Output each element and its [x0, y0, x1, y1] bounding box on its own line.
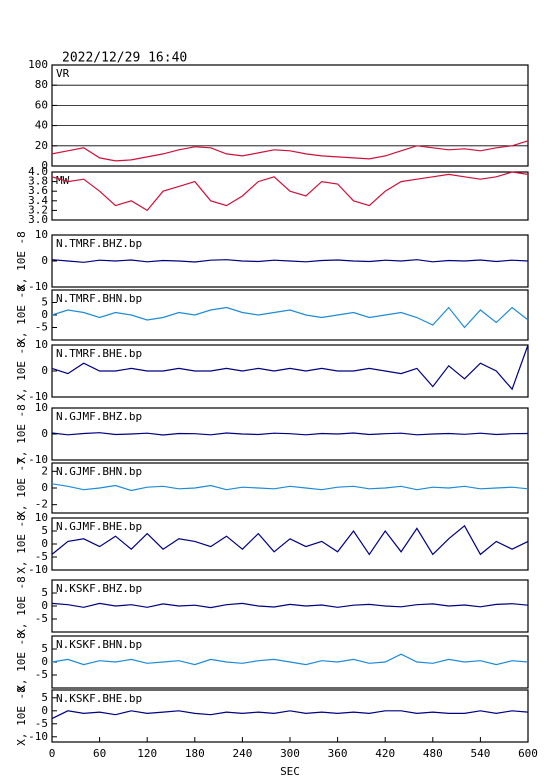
trace — [51, 344, 529, 391]
y-tick-label: 3.0 — [28, 213, 48, 226]
y-tick-label: 0 — [41, 481, 48, 494]
y-axis-label: X, 10E -8 — [15, 632, 28, 692]
y-tick-label: 5 — [41, 296, 48, 309]
chart-title: 2022/12/29 16:40 — [62, 51, 187, 66]
y-tick-label: -5 — [35, 612, 48, 625]
y-axis-label: X, 10E -7 — [15, 458, 28, 518]
y-tick-label: 10 — [35, 401, 48, 414]
y-axis-label: X, 10E -8 — [15, 285, 28, 345]
y-tick-label: 5 — [41, 691, 48, 704]
y-axis-label: X, 10E -8 — [15, 341, 28, 401]
y-tick-label: -5 — [35, 717, 48, 730]
y-tick-label: 0 — [41, 599, 48, 612]
x-tick-label: 0 — [49, 747, 56, 760]
series-label: N.GJMF.BHN.bp — [56, 465, 142, 478]
series-label: N.TMRF.BHZ.bp — [56, 237, 142, 250]
x-axis-label: SEC — [280, 765, 300, 778]
y-tick-label: -10 — [28, 280, 48, 293]
trace — [51, 432, 529, 436]
y-axis-label: X, 10E -8 — [15, 404, 28, 464]
series-label: N.KSKF.BHZ.bp — [56, 582, 142, 595]
series-label: VR — [56, 67, 70, 80]
y-tick-label: 3.6 — [28, 184, 48, 197]
y-tick-label: 0 — [41, 655, 48, 668]
y-tick-label: 4.0 — [28, 165, 48, 178]
y-tick-label: -10 — [28, 730, 48, 743]
y-tick-label: 10 — [35, 511, 48, 524]
trace — [51, 140, 529, 162]
y-tick-label: 3.8 — [28, 175, 48, 188]
series-label: N.TMRF.BHN.bp — [56, 292, 142, 305]
x-tick-label: 300 — [280, 747, 300, 760]
y-tick-label: -10 — [28, 390, 48, 403]
y-tick-label: 2 — [41, 464, 48, 477]
y-tick-label: 0 — [41, 364, 48, 377]
y-tick-label: 0 — [41, 427, 48, 440]
y-tick-label: 40 — [35, 119, 48, 132]
trace — [51, 259, 529, 263]
trace — [51, 710, 529, 720]
y-tick-label: 80 — [35, 78, 48, 91]
panel-frame — [51, 171, 529, 221]
y-tick-label: -2 — [35, 498, 48, 511]
x-tick-label: 120 — [137, 747, 157, 760]
trace — [51, 602, 529, 609]
x-tick-label: 60 — [93, 747, 106, 760]
x-tick-label: 420 — [375, 747, 395, 760]
x-tick-label: 480 — [423, 747, 443, 760]
y-tick-label: 20 — [35, 139, 48, 152]
series-label: N.TMRF.BHE.bp — [56, 347, 142, 360]
y-axis-label: X, 10E -8 — [15, 686, 28, 746]
y-tick-label: 5 — [41, 524, 48, 537]
y-tick-label: 0 — [41, 254, 48, 267]
y-tick-label: 0 — [41, 159, 48, 172]
y-tick-label: 0 — [41, 308, 48, 321]
y-tick-label: 0 — [41, 537, 48, 550]
y-tick-label: -5 — [35, 321, 48, 334]
y-tick-label: 5 — [41, 642, 48, 655]
y-tick-label: 5 — [41, 586, 48, 599]
y-axis-label: X, 10E -8 — [15, 576, 28, 636]
y-axis-label: X, 10E -8 — [15, 231, 28, 291]
y-tick-label: 0 — [41, 704, 48, 717]
y-tick-label: -10 — [28, 453, 48, 466]
trace — [51, 483, 529, 492]
y-tick-label: 100 — [28, 58, 48, 71]
series-label: N.GJMF.BHZ.bp — [56, 410, 142, 423]
series-label: N.KSKF.BHE.bp — [56, 692, 142, 705]
series-label: N.KSKF.BHN.bp — [56, 638, 142, 651]
x-tick-label: 540 — [470, 747, 490, 760]
x-tick-label: 240 — [232, 747, 252, 760]
x-tick-label: 360 — [328, 747, 348, 760]
y-axis-label: X, 10E -8 — [15, 514, 28, 574]
series-label: N.GJMF.BHE.bp — [56, 520, 142, 533]
y-tick-label: 3.4 — [28, 194, 48, 207]
trace — [51, 306, 529, 329]
y-tick-label: 10 — [35, 338, 48, 351]
y-tick-label: 60 — [35, 98, 48, 111]
y-tick-label: -5 — [35, 550, 48, 563]
trace — [51, 524, 529, 556]
trace — [51, 171, 529, 212]
y-tick-label: -10 — [28, 563, 48, 576]
y-tick-label: -5 — [35, 668, 48, 681]
trace — [51, 653, 529, 666]
x-tick-label: 180 — [185, 747, 205, 760]
y-tick-label: 10 — [35, 228, 48, 241]
x-tick-label: 600 — [518, 747, 538, 760]
y-tick-label: 3.2 — [28, 203, 48, 216]
